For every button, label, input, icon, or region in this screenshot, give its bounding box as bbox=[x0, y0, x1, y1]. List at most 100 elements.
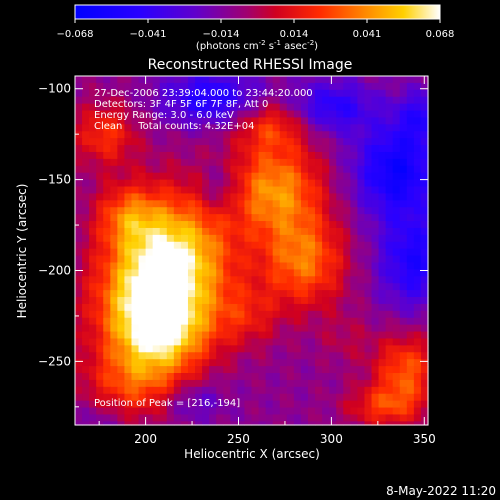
heatmap-cell bbox=[223, 76, 231, 84]
heatmap-cell bbox=[364, 117, 373, 125]
heatmap-cell bbox=[237, 379, 246, 388]
heatmap-cell bbox=[413, 310, 422, 319]
heatmap-cell bbox=[406, 373, 415, 381]
heatmap-cell bbox=[251, 317, 260, 326]
heatmap-cell bbox=[202, 407, 210, 416]
heatmap-cell bbox=[265, 82, 274, 91]
heatmap-cell bbox=[209, 227, 217, 236]
heatmap-cell bbox=[272, 366, 281, 374]
heatmap-cell bbox=[89, 283, 97, 291]
heatmap-cell bbox=[272, 283, 281, 291]
heatmap-cell bbox=[286, 400, 295, 409]
heatmap-cell bbox=[265, 179, 274, 188]
heatmap-cell bbox=[371, 110, 380, 119]
x-axis-label: Heliocentric X (arcsec) bbox=[184, 447, 320, 461]
heatmap-cell bbox=[145, 400, 154, 409]
heatmap-cell bbox=[237, 297, 246, 305]
heatmap-cell bbox=[406, 386, 415, 395]
heatmap-cell bbox=[286, 158, 295, 167]
heatmap-cell bbox=[145, 297, 154, 305]
heatmap-cell bbox=[300, 393, 309, 402]
heatmap-cell bbox=[385, 117, 394, 125]
heatmap-cell bbox=[315, 158, 323, 167]
heatmap-cell bbox=[336, 200, 344, 208]
heatmap-cell bbox=[399, 89, 408, 98]
heatmap-cell bbox=[392, 227, 401, 236]
heatmap-cell bbox=[96, 158, 104, 167]
heatmap-cell bbox=[364, 124, 373, 132]
heatmap-cell bbox=[413, 290, 422, 298]
heatmap-cell bbox=[357, 345, 366, 353]
heatmap-cell bbox=[350, 145, 358, 153]
heatmap-cell bbox=[279, 186, 288, 195]
heatmap-cell bbox=[350, 421, 358, 426]
heatmap-cell bbox=[343, 221, 351, 229]
heatmap-cell bbox=[195, 262, 203, 271]
heatmap-cell bbox=[124, 421, 133, 426]
heatmap-cell bbox=[202, 366, 210, 374]
heatmap-cell bbox=[237, 373, 246, 381]
heatmap-cell bbox=[329, 262, 337, 271]
heatmap-cell bbox=[315, 283, 323, 291]
heatmap-cell bbox=[336, 276, 344, 284]
heatmap-cell bbox=[258, 151, 267, 160]
heatmap-cell bbox=[244, 96, 253, 105]
heatmap-cell bbox=[265, 145, 274, 153]
heatmap-cell bbox=[413, 331, 422, 340]
heatmap-cell bbox=[420, 290, 429, 298]
heatmap-cell bbox=[244, 234, 253, 243]
heatmap-cell bbox=[364, 407, 373, 416]
heatmap-cell bbox=[279, 214, 288, 222]
heatmap-cell bbox=[293, 200, 302, 208]
heatmap-cell bbox=[117, 373, 126, 381]
heatmap-cell bbox=[166, 158, 175, 167]
heatmap-cell bbox=[315, 110, 323, 119]
heatmap-cell bbox=[378, 331, 387, 340]
heatmap-cell bbox=[315, 359, 323, 367]
heatmap-cell bbox=[406, 338, 415, 346]
heatmap-cell bbox=[89, 317, 97, 326]
heatmap-cell bbox=[159, 186, 168, 195]
heatmap-cell bbox=[350, 297, 358, 305]
heatmap-cell bbox=[110, 117, 118, 125]
heatmap-cell bbox=[322, 145, 330, 153]
heatmap-cell bbox=[75, 393, 83, 402]
heatmap-cell bbox=[251, 103, 260, 112]
heatmap-cell bbox=[124, 207, 133, 215]
heatmap-cell bbox=[117, 248, 126, 257]
heatmap-cell bbox=[82, 151, 90, 160]
heatmap-cell bbox=[286, 338, 295, 346]
heatmap-cell bbox=[406, 359, 415, 367]
heatmap-cell bbox=[329, 110, 337, 119]
heatmap-cell bbox=[272, 407, 281, 416]
heatmap-cell bbox=[329, 283, 337, 291]
heatmap-cell bbox=[209, 124, 217, 132]
heatmap-cell bbox=[322, 366, 330, 374]
heatmap-cell bbox=[75, 165, 83, 174]
heatmap-cell bbox=[300, 352, 309, 360]
heatmap-cell bbox=[209, 317, 217, 326]
heatmap-cell bbox=[223, 186, 231, 195]
heatmap-cell bbox=[103, 373, 111, 381]
heatmap-cell bbox=[75, 89, 83, 98]
heatmap-cell bbox=[258, 172, 267, 181]
heatmap-cell bbox=[385, 297, 394, 305]
heatmap-cell bbox=[343, 131, 351, 139]
heatmap-cell bbox=[180, 290, 189, 298]
heatmap-cell bbox=[251, 400, 260, 409]
heatmap-cell bbox=[378, 414, 387, 422]
heatmap-cell bbox=[103, 186, 111, 195]
heatmap-cell bbox=[272, 89, 281, 98]
heatmap-cell bbox=[173, 338, 182, 346]
heatmap-cell bbox=[265, 234, 274, 243]
heatmap-cell bbox=[329, 421, 337, 426]
heatmap-cell bbox=[371, 179, 380, 188]
heatmap-cell bbox=[413, 138, 422, 146]
heatmap-cell bbox=[216, 310, 224, 319]
heatmap-cell bbox=[131, 283, 140, 291]
heatmap-cell bbox=[371, 138, 380, 146]
heatmap-cell bbox=[237, 165, 246, 174]
heatmap-cell bbox=[216, 297, 224, 305]
heatmap-cell bbox=[413, 186, 422, 195]
heatmap-cell bbox=[399, 165, 408, 174]
